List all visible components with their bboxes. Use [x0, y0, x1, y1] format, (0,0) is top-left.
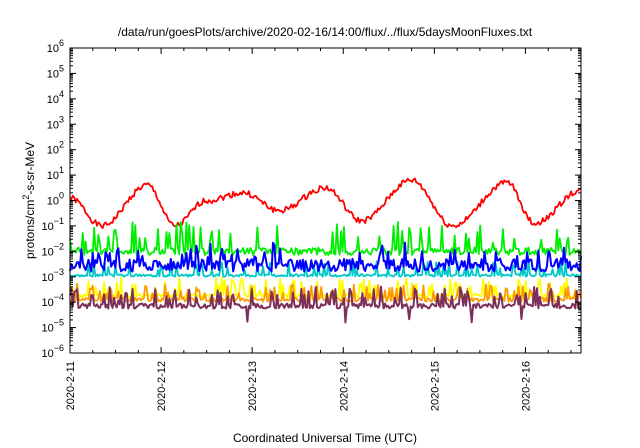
y-axis: 10−6 10−5 10−4 10−3 10−2 10−1 100 101 102 103 104 1…: [41, 38, 581, 360]
flux-series-line: [69, 220, 582, 257]
x-tick-label: 2020-2-13: [247, 361, 259, 411]
x-tick-label: 2020-2-12: [156, 361, 168, 411]
x-tick-label: 2020-2-11: [65, 361, 77, 410]
y-axis-label: protons/cm2-s-sr-MeV: [21, 142, 37, 259]
y-axis-label-sup: 2: [21, 195, 31, 200]
y-tick-label: 104: [47, 89, 64, 106]
y-tick-label: 103: [47, 114, 64, 131]
flux-series-line: [69, 241, 582, 273]
x-tick-label: 2020-2-14: [338, 361, 350, 411]
x-tick-label: 2020-2-16: [520, 361, 532, 411]
x-tick-label: 2020-2-15: [429, 361, 441, 411]
flux-series-line: [69, 285, 582, 324]
series-layer: [69, 177, 582, 324]
x-axis-label: Coordinated Universal Time (UTC): [233, 431, 417, 445]
x-axis: 2020-2-11 2020-2-12 2020-2-13 2020-2-14 2020…: [65, 48, 572, 411]
y-tick-label: 106: [47, 38, 64, 55]
y-tick-label: 10−4: [41, 292, 64, 309]
y-axis-label-main: protons/cm: [23, 200, 37, 259]
y-tick-label: 10−1: [41, 216, 64, 233]
y-axis-label-tail: -s-sr-MeV: [23, 142, 37, 195]
flux-series-line: [69, 177, 582, 230]
y-tick-label: 102: [47, 140, 64, 157]
y-tick-label: 101: [47, 165, 64, 182]
y-tick-label: 105: [47, 63, 64, 80]
y-tick-label: 10−2: [41, 241, 64, 258]
y-tick-label: 10−3: [41, 267, 64, 284]
chart-title: /data/run/goesPlots/archive/2020-02-16/1…: [118, 25, 533, 39]
y-tick-label: 10−5: [41, 318, 64, 335]
y-tick-label: 10−6: [41, 343, 64, 360]
y-tick-label: 100: [47, 191, 64, 208]
